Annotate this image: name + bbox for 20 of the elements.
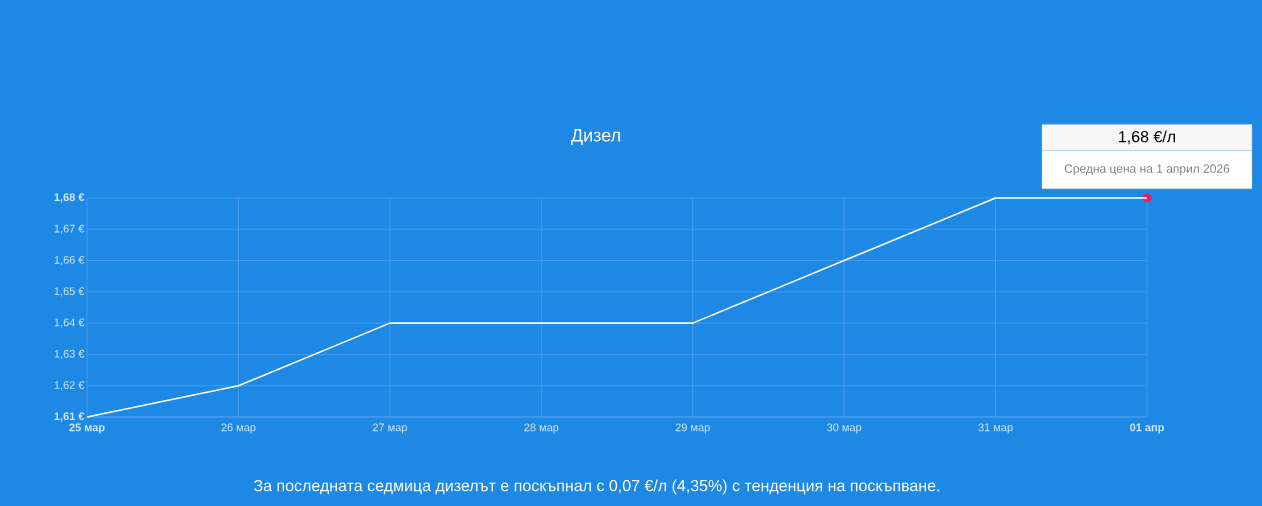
x-tick-label: 28 мар [524, 423, 559, 434]
x-tick-label: 25 мар [69, 423, 105, 434]
text: 1,68 €/л [1119, 130, 1175, 145]
x-tick-label: 30 мар [827, 423, 862, 434]
y-tick-label: 1,65 € [54, 287, 85, 297]
chart-title: Дизел [571, 129, 620, 145]
y-tick-label: 1,61 € [54, 412, 85, 422]
text: За последната седмица дизелът е поскъпнал с 0,07 €/л (4,35%) с тенденция на поскъпване. [254, 479, 939, 495]
y-tick-label: 1,66 € [54, 256, 85, 266]
x-tick-label: 29 мар [675, 423, 710, 434]
y-tick-label: 1,63 € [54, 349, 85, 359]
annotation: Средна цена на 1 април 2026 [1064, 164, 1230, 176]
y-tick-label: 1,68 € [54, 193, 85, 203]
x-tick-label: 01 апр [1130, 423, 1164, 434]
y-tick-label: 1,62 € [54, 381, 85, 391]
y-tick-label: 1,67 € [54, 224, 85, 234]
x-tick-label: 26 мар [221, 423, 256, 434]
y-tick-label: 1,64 € [54, 318, 85, 328]
x-tick-label: 31 мар [978, 423, 1013, 434]
x-tick-label: 27 мар [372, 423, 407, 434]
